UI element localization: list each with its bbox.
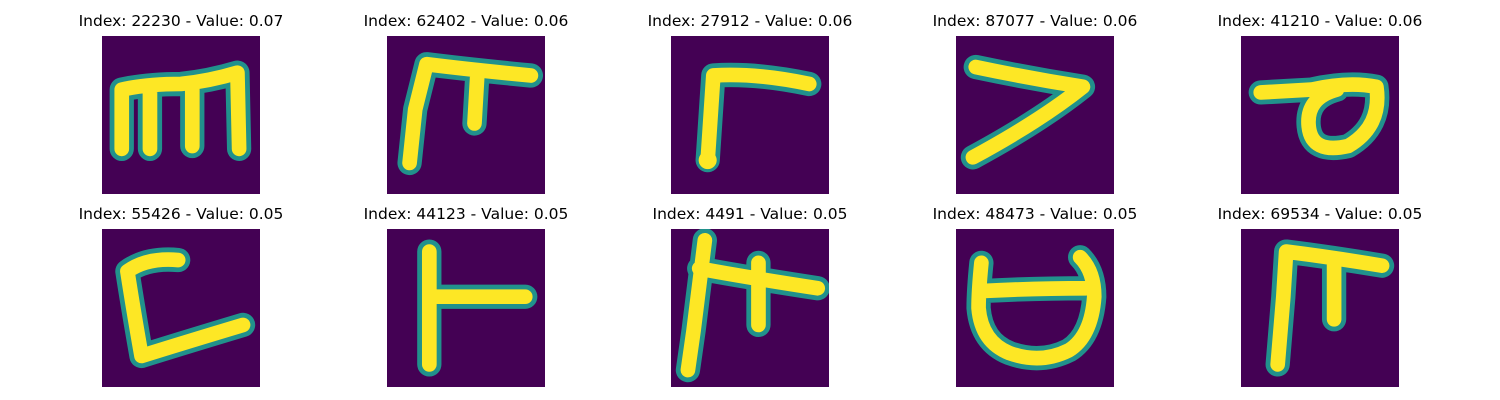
gamma-shape-icon — [671, 36, 829, 194]
panel-title: Index: 4491 - Value: 0.05 — [652, 205, 848, 223]
tee-shape-icon — [387, 229, 545, 387]
pi-shape-icon — [1241, 229, 1399, 387]
loop-shape-icon — [1241, 36, 1399, 194]
panel-title: Index: 87077 - Value: 0.06 — [932, 12, 1138, 30]
cup-shape-icon — [956, 229, 1114, 387]
panel-title: Index: 69534 - Value: 0.05 — [1217, 205, 1423, 223]
pi-shape-icon — [387, 36, 545, 194]
panel-title: Index: 55426 - Value: 0.05 — [78, 205, 284, 223]
bracket-shape-icon — [102, 229, 260, 387]
panel-title: Index: 44123 - Value: 0.05 — [363, 205, 569, 223]
seven-shape-icon — [956, 36, 1114, 194]
panel-title: Index: 27912 - Value: 0.06 — [647, 12, 853, 30]
panel-title: Index: 62402 - Value: 0.06 — [363, 12, 569, 30]
crossed-shape-icon — [671, 229, 829, 387]
m-shape-icon — [102, 36, 260, 194]
panel-title: Index: 41210 - Value: 0.06 — [1217, 12, 1423, 30]
panel-title: Index: 48473 - Value: 0.05 — [932, 205, 1138, 223]
panel-title: Index: 22230 - Value: 0.07 — [78, 12, 284, 30]
